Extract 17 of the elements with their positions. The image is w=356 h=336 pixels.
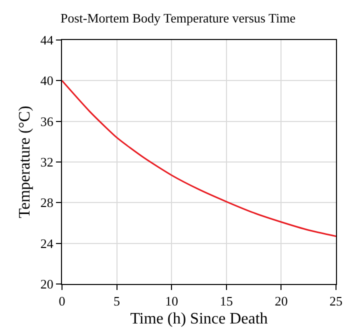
y-tick-label: 32 <box>40 154 54 170</box>
y-tick-label: 36 <box>40 114 54 129</box>
chart-title: Post-Mortem Body Temperature versus Time <box>60 10 296 26</box>
x-tick-label: 5 <box>114 294 120 309</box>
x-axis-title: Time (h) Since Death <box>130 310 268 328</box>
y-tick-label: 24 <box>40 236 54 251</box>
x-tick-label: 10 <box>165 294 178 309</box>
x-tick-label: 25 <box>330 294 342 309</box>
y-tick-label: 40 <box>40 73 54 88</box>
y-tick-label: 28 <box>40 195 54 210</box>
y-tick-label: 20 <box>40 276 54 292</box>
x-tick-label: 0 <box>58 294 66 309</box>
y-axis-title: Temperature (°C) <box>16 106 34 218</box>
x-tick-label: 20 <box>274 294 288 309</box>
y-tick-label: 44 <box>40 32 54 48</box>
line-series <box>62 80 336 237</box>
x-tick-label: 15 <box>220 294 233 309</box>
